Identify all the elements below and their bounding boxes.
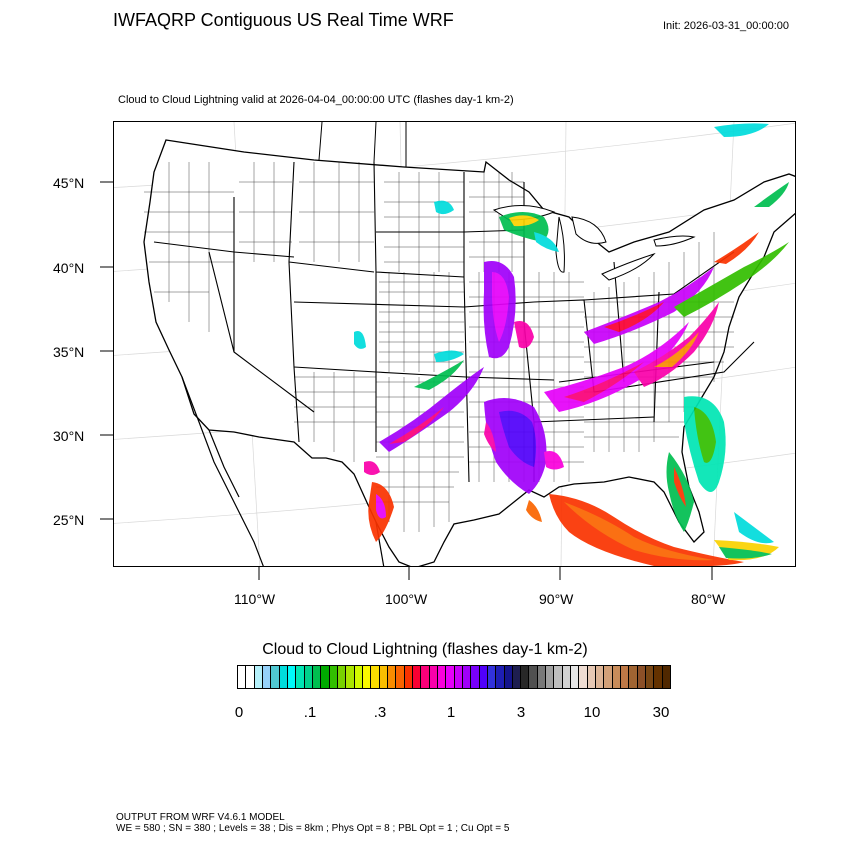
- colorbar-cell: [662, 666, 671, 688]
- colorbar-cell: [271, 666, 280, 688]
- colorbar-cell: [321, 666, 330, 688]
- colorbar-cell: [296, 666, 305, 688]
- colorbar-cell: [629, 666, 638, 688]
- colorbar-cell: [371, 666, 380, 688]
- lat-label-25: 25°N: [53, 512, 85, 528]
- colorbar-cell: [579, 666, 588, 688]
- lake-huron: [571, 216, 607, 244]
- init-time-label: Init: 2026-03-31_00:00:00: [663, 20, 789, 32]
- colorbar: [237, 665, 671, 689]
- colorbar-title: Cloud to Cloud Lightning (flashes day-1 …: [262, 641, 588, 658]
- colorbar-cell: [537, 666, 547, 688]
- canada-border-hint: [318, 122, 407, 167]
- colorbar-cell: [437, 666, 447, 688]
- colorbar-tick: .3: [373, 704, 387, 721]
- colorbar-cell: [387, 666, 397, 688]
- colorbar-cell: [479, 666, 488, 688]
- colorbar-cell: [512, 666, 522, 688]
- colorbar-cell: [246, 666, 255, 688]
- colorbar-cell: [312, 666, 322, 688]
- colorbar-tick: 1: [446, 704, 456, 721]
- colorbar-cell: [529, 666, 538, 688]
- colorbar-cell: [337, 666, 347, 688]
- colorbar-cell: [571, 666, 580, 688]
- lon-label-90w: 90°W: [539, 591, 574, 607]
- colorbar-cell: [446, 666, 455, 688]
- lon-label-80w: 80°W: [691, 591, 726, 607]
- colorbar-cell: [654, 666, 663, 688]
- colorbar-cell: [462, 666, 472, 688]
- colorbar-cell: [396, 666, 405, 688]
- colorbar-cell: [254, 666, 263, 688]
- colorbar-cell: [496, 666, 505, 688]
- colorbar-cell: [429, 666, 438, 688]
- lat-label-45: 45°N: [53, 175, 85, 191]
- colorbar-cell: [262, 666, 272, 688]
- lon-label-100w: 100°W: [385, 591, 428, 607]
- colorbar-cell: [354, 666, 363, 688]
- colorbar-tick: .1: [303, 704, 317, 721]
- colorbar-cell: [421, 666, 430, 688]
- colorbar-cell: [604, 666, 613, 688]
- colorbar-cell: [621, 666, 630, 688]
- colorbar-cell: [546, 666, 555, 688]
- colorbar-cell: [238, 666, 247, 688]
- colorbar-cell: [304, 666, 313, 688]
- lake-erie: [601, 252, 656, 281]
- colorbar-cell: [279, 666, 288, 688]
- colorbar-tick: 10: [583, 704, 601, 721]
- colorbar-cell: [454, 666, 463, 688]
- colorbar-cell: [379, 666, 388, 688]
- colorbar-cell: [404, 666, 413, 688]
- colorbar-cell: [504, 666, 513, 688]
- colorbar-cell: [346, 666, 355, 688]
- colorbar-cell: [637, 666, 647, 688]
- map-canvas: [114, 122, 795, 566]
- plot-subtitle: Cloud to Cloud Lightning valid at 2026-0…: [118, 94, 514, 106]
- model-info-line-2: WE = 580 ; SN = 380 ; Levels = 38 ; Dis …: [116, 823, 510, 834]
- colorbar-cell: [287, 666, 297, 688]
- colorbar-tick: 3: [516, 704, 526, 721]
- lon-label-110w: 110°W: [234, 591, 276, 607]
- colorbar-cell: [596, 666, 605, 688]
- colorbar-cell: [412, 666, 422, 688]
- lat-label-30: 30°N: [53, 428, 85, 444]
- page-title: IWFAQRP Contiguous US Real Time WRF: [113, 10, 454, 30]
- us-land-outline: [143, 139, 795, 566]
- colorbar-cell: [562, 666, 572, 688]
- lat-label-40: 40°N: [53, 260, 85, 276]
- colorbar-cell: [487, 666, 497, 688]
- model-info-line-1: OUTPUT FROM WRF V4.6.1 MODEL: [116, 812, 285, 823]
- map-panel: [113, 121, 796, 567]
- lake-michigan: [555, 216, 565, 273]
- lat-label-35: 35°N: [53, 344, 85, 360]
- colorbar-cell: [646, 666, 655, 688]
- colorbar-cell: [521, 666, 530, 688]
- lake-ontario: [653, 235, 696, 247]
- colorbar-tick: 0: [234, 704, 244, 721]
- colorbar-cell: [587, 666, 597, 688]
- colorbar-tick: 30: [652, 704, 670, 721]
- colorbar-cell: [612, 666, 622, 688]
- lightning-field: [354, 123, 789, 566]
- colorbar-cell: [329, 666, 338, 688]
- colorbar-cell: [554, 666, 563, 688]
- colorbar-cell: [471, 666, 480, 688]
- colorbar-cell: [362, 666, 372, 688]
